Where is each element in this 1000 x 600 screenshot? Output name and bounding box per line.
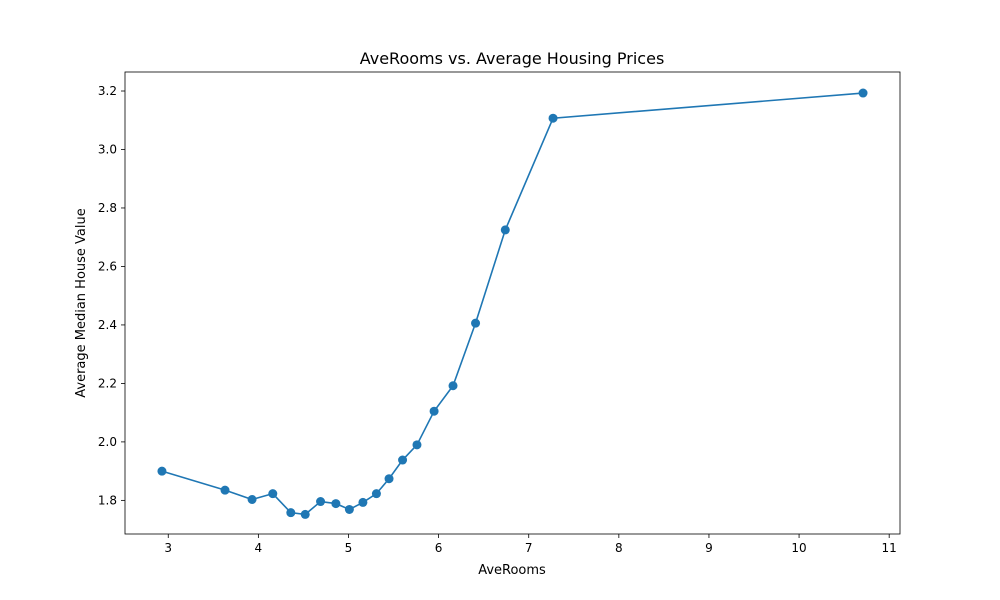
x-tick-label-10: 10 bbox=[791, 541, 806, 555]
data-point bbox=[220, 485, 230, 495]
x-tick-label-3: 3 bbox=[164, 541, 172, 555]
data-point bbox=[548, 113, 558, 123]
x-tick-label-8: 8 bbox=[615, 541, 623, 555]
data-point bbox=[286, 508, 296, 518]
x-tick-label-4: 4 bbox=[255, 541, 263, 555]
data-point bbox=[316, 497, 326, 507]
data-point bbox=[412, 440, 422, 450]
data-point bbox=[448, 381, 458, 391]
data-point bbox=[268, 489, 278, 499]
x-axis-label: AveRooms bbox=[478, 563, 546, 578]
y-tick-label-2.0: 2.0 bbox=[98, 435, 117, 449]
data-point bbox=[500, 225, 510, 235]
data-point bbox=[358, 497, 368, 507]
y-tick-label-2.6: 2.6 bbox=[98, 259, 117, 273]
y-axis-label: Average Median House Value bbox=[74, 208, 89, 398]
data-point bbox=[398, 455, 408, 465]
data-point bbox=[157, 466, 167, 476]
y-tick-label-2.4: 2.4 bbox=[98, 318, 117, 332]
x-tick-label-6: 6 bbox=[435, 541, 443, 555]
data-point bbox=[344, 504, 354, 514]
data-point bbox=[429, 406, 439, 416]
x-tick-label-11: 11 bbox=[882, 541, 897, 555]
x-tick-label-9: 9 bbox=[705, 541, 713, 555]
data-point bbox=[471, 318, 481, 328]
data-point bbox=[331, 499, 341, 509]
y-tick-label-3.0: 3.0 bbox=[98, 142, 117, 156]
data-point bbox=[858, 88, 868, 98]
x-tick-label-5: 5 bbox=[345, 541, 353, 555]
y-tick-label-2.2: 2.2 bbox=[98, 376, 117, 390]
data-point bbox=[247, 494, 257, 504]
plot-frame bbox=[124, 71, 901, 535]
plot-area: 3 4 5 6 7 8 9 10 11 1.8 2.0 2.2 2.4 2.6 2.8 3.0 3.2 bbox=[98, 71, 901, 555]
y-tick-label-2.8: 2.8 bbox=[98, 201, 117, 215]
chart-title: AveRooms vs. Average Housing Prices bbox=[360, 49, 665, 68]
x-tick-label-7: 7 bbox=[525, 541, 533, 555]
y-tick-label-1.8: 1.8 bbox=[98, 493, 117, 507]
series-line bbox=[161, 92, 864, 516]
data-point bbox=[384, 474, 394, 484]
y-tick-label-3.2: 3.2 bbox=[98, 84, 117, 98]
data-point bbox=[300, 509, 310, 519]
data-point bbox=[371, 489, 381, 499]
